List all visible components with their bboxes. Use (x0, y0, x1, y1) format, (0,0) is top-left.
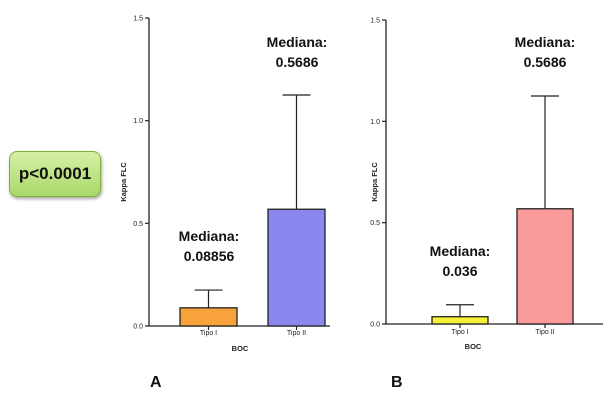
chart-a-y-axis-title: Kappa FLC (119, 162, 128, 202)
chart-b-x-tick-label: Tipo II (535, 329, 554, 336)
chart-a-annotation-label: Mediana: (179, 228, 240, 244)
chart-b-bar-1 (431, 316, 489, 325)
chart-b-y-tick-label: 1.5 (370, 18, 380, 25)
chart-a-x-tick-label: Tipo II (287, 330, 306, 337)
chart-a-annotation-value: 0.08856 (184, 248, 235, 264)
chart-a-x-tick-label: Tipo I (200, 330, 217, 337)
chart-b-y-tick-label: 0.5 (370, 220, 380, 227)
chart-a-bar-1 (179, 307, 238, 327)
panel-label-a: A (150, 374, 162, 391)
chart-a-bar-2 (267, 208, 326, 327)
chart-b-annotation-label: Mediana: (430, 243, 491, 259)
chart-b-bar-2 (516, 208, 574, 325)
chart-a-annotation-label: Mediana: (267, 34, 328, 50)
chart-b-x-axis-title: BOC (465, 342, 482, 351)
chart-a-x-axis-title: BOC (232, 344, 249, 353)
chart-b-y-axis-title: Kappa FLC (370, 162, 379, 202)
chart-a-y-tick-label: 1.0 (133, 118, 143, 125)
chart-b-y-tick-label: 1.0 (370, 119, 380, 126)
chart-b-annotation-label: Mediana: (515, 34, 576, 50)
chart-a-y-tick-label: 1.5 (133, 16, 143, 23)
p-value-badge: p<0.0001 (9, 151, 101, 197)
chart-a-annotation-value: 0.5686 (276, 54, 319, 70)
chart-b-annotation-value: 0.5686 (524, 54, 567, 70)
chart-b-x-tick-label: Tipo I (451, 329, 468, 336)
chart-a-y-tick-label: 0.0 (133, 324, 143, 331)
chart-b-y-tick-label: 0.0 (370, 322, 380, 329)
chart-a-y-tick-label: 0.5 (133, 221, 143, 228)
panel-label-b: B (391, 374, 403, 391)
chart-b-annotation-value: 0.036 (442, 263, 477, 279)
